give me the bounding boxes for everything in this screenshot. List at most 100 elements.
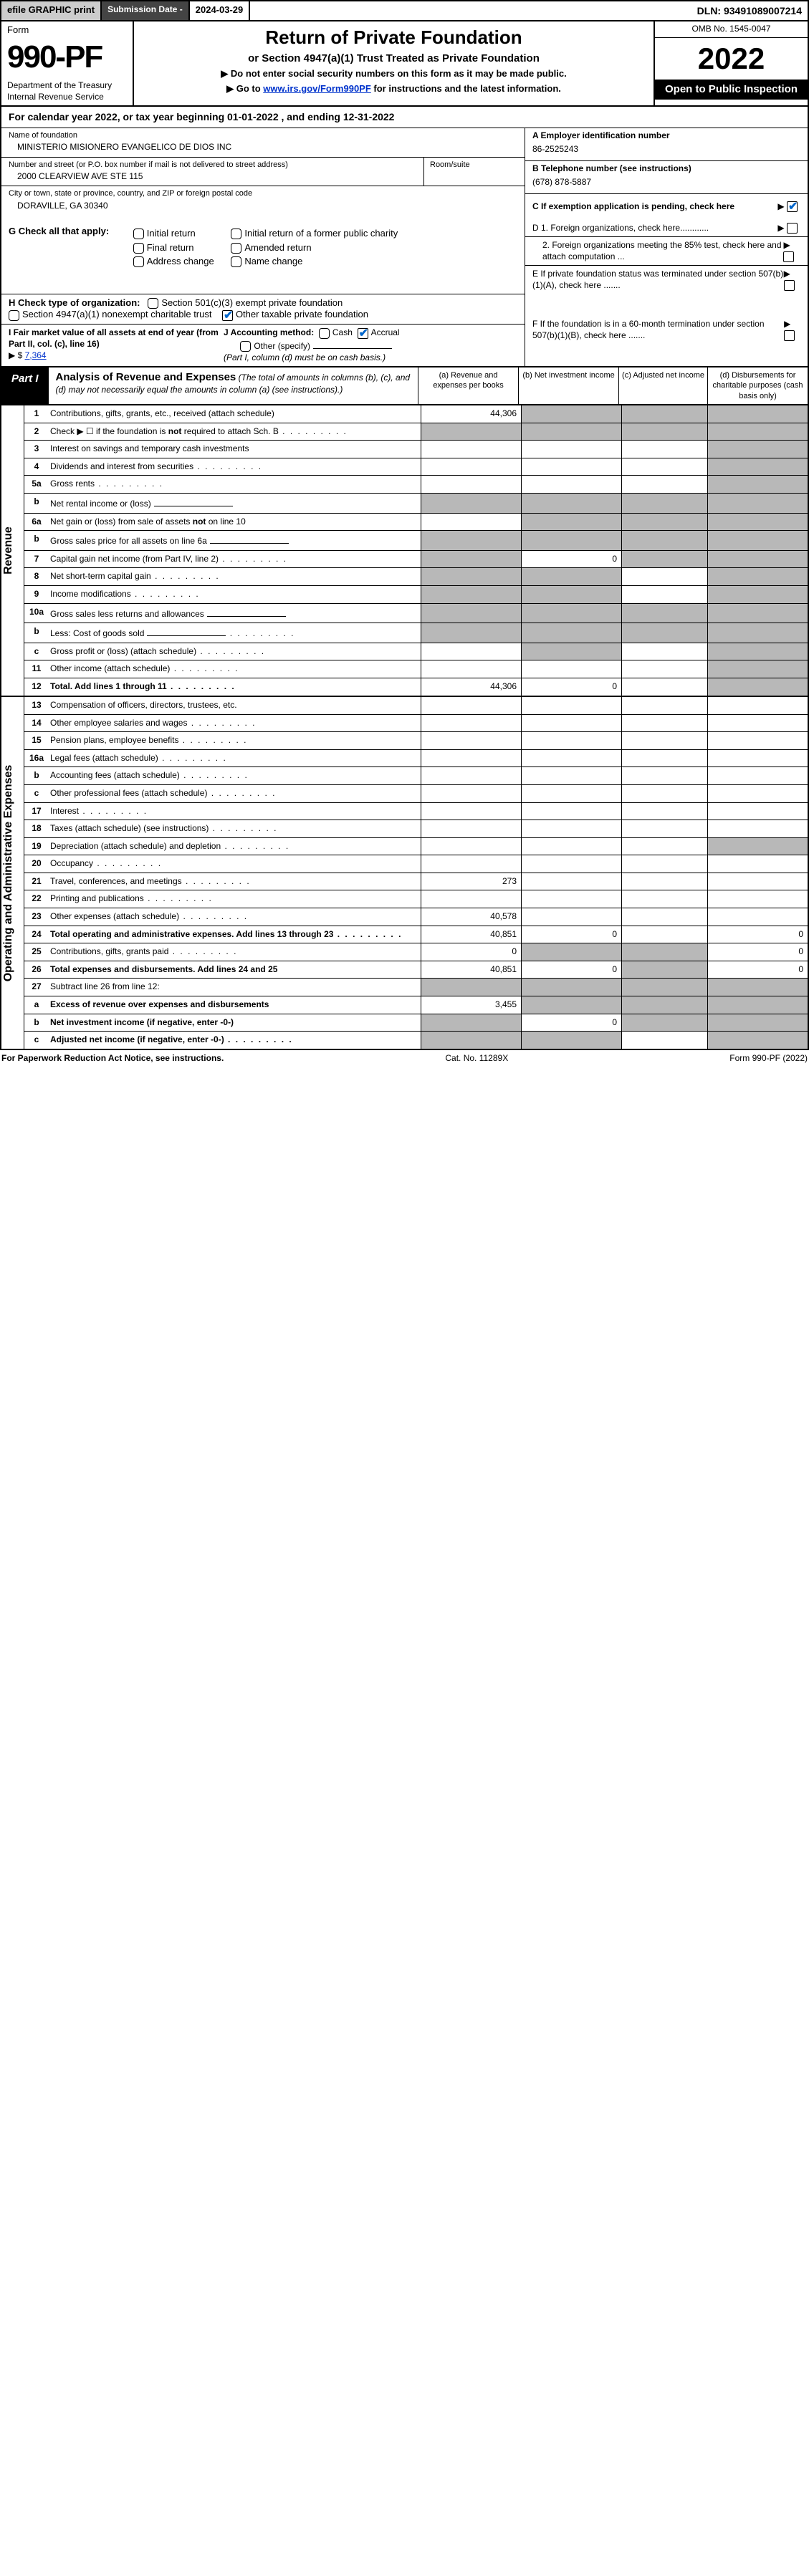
cell-col-b: 0 [521, 551, 621, 568]
chk-initial-return[interactable] [133, 229, 144, 239]
cell-col-a [421, 514, 521, 531]
d1-row: D 1. Foreign organizations, check here..… [525, 220, 808, 238]
col-a-header: (a) Revenue and expenses per books [418, 367, 518, 404]
row-number: 20 [24, 855, 49, 873]
table-row: aExcess of revenue over expenses and dis… [24, 996, 808, 1014]
part1-header: Part I Analysis of Revenue and Expenses … [0, 367, 809, 405]
submission-date-value: 2024-03-29 [190, 1, 251, 20]
cell-col-b [521, 514, 621, 531]
d2-checkbox[interactable] [783, 251, 794, 262]
cell-col-d [707, 441, 808, 458]
cell-col-b [521, 715, 621, 732]
topbar-spacer [250, 1, 691, 20]
irs-link[interactable]: www.irs.gov/Form990PF [263, 83, 371, 94]
expenses-rows: 13Compensation of officers, directors, t… [24, 697, 808, 1049]
cell-col-d [707, 405, 808, 423]
cell-col-a [421, 531, 521, 550]
foundation-name-cell: Name of foundation MINISTERIO MISIONERO … [1, 128, 525, 158]
row-number: 23 [24, 908, 49, 926]
row-number: b [24, 1014, 49, 1032]
chk-501c3[interactable] [148, 298, 158, 309]
cell-col-a [421, 623, 521, 643]
row-description: Net investment income (if negative, ente… [49, 1014, 421, 1032]
cell-col-a: 40,851 [421, 961, 521, 979]
h-opt-1: Section 501(c)(3) exempt private foundat… [161, 297, 343, 308]
chk-cash[interactable] [319, 328, 330, 339]
cell-col-c [621, 838, 707, 855]
chk-other-method[interactable] [240, 341, 251, 352]
cell-col-b [521, 908, 621, 926]
table-row: 11Other income (attach schedule) [24, 660, 808, 678]
cell-col-b [521, 873, 621, 890]
inline-input[interactable] [207, 607, 286, 617]
cell-col-b [521, 458, 621, 476]
row-number: 19 [24, 838, 49, 855]
row-number: 1 [24, 405, 49, 423]
cell-col-b [521, 643, 621, 660]
cell-col-d [707, 820, 808, 837]
row-description: Adjusted net income (if negative, enter … [49, 1032, 421, 1049]
f-text: F If the foundation is in a 60-month ter… [532, 319, 784, 341]
section-hij-f: H Check type of organization: Section 50… [0, 294, 809, 368]
exemption-checkbox[interactable] [787, 201, 798, 212]
cell-col-d: 0 [707, 926, 808, 943]
cell-col-c [621, 531, 707, 550]
chk-amended-return[interactable] [231, 243, 241, 254]
header-center: Return of Private Foundation or Section … [134, 21, 654, 105]
chk-address-change[interactable] [133, 256, 144, 267]
row-description: Gross profit or (loss) (attach schedule) [49, 643, 421, 660]
form-subtitle-2: ▶ Do not enter social security numbers o… [141, 68, 646, 80]
row-description: Total expenses and disbursements. Add li… [49, 961, 421, 979]
f-checkbox[interactable] [784, 330, 795, 341]
cell-col-b [521, 405, 621, 423]
submission-date-label: Submission Date - [102, 1, 190, 20]
cell-col-b [521, 855, 621, 873]
cell-col-d [707, 890, 808, 908]
cell-col-d [707, 697, 808, 714]
revenue-rows: 1Contributions, gifts, grants, etc., rec… [24, 405, 808, 696]
chk-initial-former[interactable] [231, 229, 241, 239]
row-description: Other professional fees (attach schedule… [49, 785, 421, 802]
table-row: 12Total. Add lines 1 through 1144,3060 [24, 678, 808, 696]
chk-name-change[interactable] [231, 256, 241, 267]
table-row: bNet investment income (if negative, ent… [24, 1014, 808, 1032]
chk-final-return[interactable] [133, 243, 144, 254]
i-prefix: ▶ $ [9, 350, 25, 360]
cell-col-c [621, 1032, 707, 1049]
cell-col-b [521, 767, 621, 784]
cell-col-c [621, 551, 707, 568]
table-row: 17Interest [24, 803, 808, 821]
cell-col-a [421, 1014, 521, 1032]
chk-other-taxable[interactable] [222, 310, 233, 321]
table-row: cGross profit or (loss) (attach schedule… [24, 643, 808, 661]
d1-checkbox[interactable] [787, 223, 798, 234]
chk-accrual[interactable] [358, 328, 368, 339]
cell-col-b [521, 979, 621, 996]
header-right: OMB No. 1545-0047 2022 Open to Public In… [654, 21, 808, 105]
row-description: Accounting fees (attach schedule) [49, 767, 421, 784]
e-checkbox[interactable] [784, 280, 795, 291]
cell-col-a [421, 586, 521, 603]
inline-input[interactable] [147, 626, 226, 636]
chk-4947a1[interactable] [9, 310, 19, 321]
row-number: 4 [24, 458, 49, 476]
phone-cell: B Telephone number (see instructions) (6… [525, 161, 808, 194]
info-left: Name of foundation MINISTERIO MISIONERO … [1, 128, 525, 220]
cell-col-a [421, 890, 521, 908]
col-b-header: (b) Net investment income [518, 367, 618, 404]
cell-col-b [521, 943, 621, 961]
row-description: Subtract line 26 from line 12: [49, 979, 421, 996]
table-row: 4Dividends and interest from securities [24, 458, 808, 476]
g-opt-1: Final return [147, 242, 194, 253]
cell-col-a [421, 803, 521, 820]
room-suite-label: Room/suite [424, 158, 525, 186]
inline-input[interactable] [210, 534, 289, 544]
inline-input[interactable] [154, 496, 233, 506]
table-row: 19Depreciation (attach schedule) and dep… [24, 838, 808, 856]
city-cell: City or town, state or province, country… [1, 186, 525, 215]
cell-col-c [621, 767, 707, 784]
form-number: 990-PF [7, 37, 127, 77]
other-specify-input[interactable] [313, 339, 392, 349]
efile-print-button[interactable]: efile GRAPHIC print [1, 1, 102, 20]
d2-row: 2. Foreign organizations meeting the 85%… [525, 237, 808, 266]
